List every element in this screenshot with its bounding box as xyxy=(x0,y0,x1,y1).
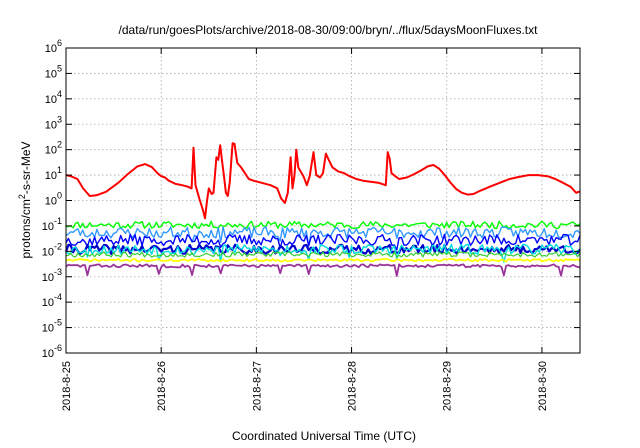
series-line-9 xyxy=(65,263,581,277)
y-axis-label: protons/cm2-s-sr-MeV xyxy=(17,141,33,258)
x-tick-label: 2018-8-28 xyxy=(347,361,359,411)
y-tick-label: 10-4 xyxy=(42,292,62,309)
y-tick-label: 100 xyxy=(45,191,62,208)
y-tick-label: 10-1 xyxy=(42,216,62,233)
series-line-1 xyxy=(65,142,581,220)
y-tick-label: 10-5 xyxy=(42,318,62,335)
series-line-3 xyxy=(65,226,581,248)
y-tick-label: 104 xyxy=(45,89,62,106)
x-axis-label: Coordinated Universal Time (UTC) xyxy=(232,429,416,443)
y-tick-label: 10-2 xyxy=(42,241,62,258)
x-tick-label: 2018-8-30 xyxy=(537,361,549,411)
y-tick-label: 105 xyxy=(45,63,62,80)
ticks xyxy=(65,47,580,354)
x-tick-labels: 2018-8-25 2018-8-26 2018-8-27 2018-8-28 2018… xyxy=(61,361,549,411)
series-group xyxy=(64,142,581,277)
y-axis-label-main: protons/cm xyxy=(19,199,33,258)
x-tick-label: 2018-8-26 xyxy=(156,361,168,411)
y-tick-label: 102 xyxy=(45,140,62,157)
series-line-2 xyxy=(65,220,581,230)
x-tick-label: 2018-8-25 xyxy=(61,361,73,411)
x-tick-label: 2018-8-27 xyxy=(251,361,263,411)
series-line-4 xyxy=(65,233,581,251)
series-line-8 xyxy=(65,258,581,263)
y-axis-label-superscript: 2 xyxy=(17,194,27,199)
y-tick-label: 106 xyxy=(45,38,62,55)
y-tick-label: 10-6 xyxy=(42,343,62,360)
y-tick-labels: 106 105 104 103 102 101 100 10-1 10-2 10-3 10-4 10-… xyxy=(42,38,62,360)
y-axis-label-rest: -s-sr-MeV xyxy=(19,141,33,194)
y-tick-label: 10-3 xyxy=(42,267,62,284)
series-line-6 xyxy=(65,243,581,263)
grid xyxy=(66,48,580,353)
y-tick-label: 101 xyxy=(45,165,62,182)
y-tick-label: 103 xyxy=(45,114,62,131)
series-line-7 xyxy=(65,251,581,258)
x-tick-label: 2018-8-29 xyxy=(442,361,454,411)
chart-title: /data/run/goesPlots/archive/2018-08-30/0… xyxy=(119,23,539,37)
